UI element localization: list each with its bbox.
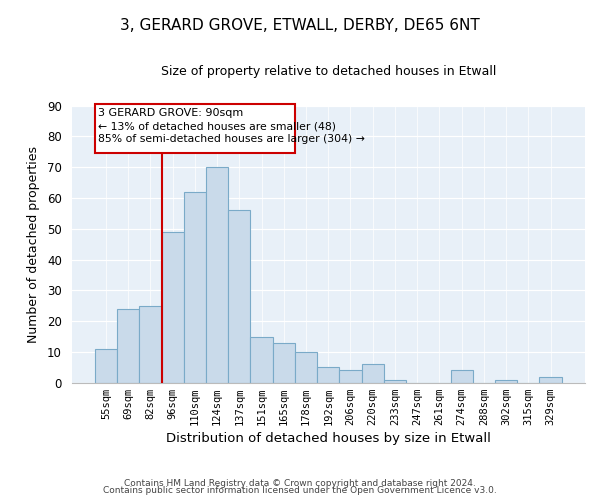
Title: Size of property relative to detached houses in Etwall: Size of property relative to detached ho… <box>161 65 496 78</box>
Text: ← 13% of detached houses are smaller (48): ← 13% of detached houses are smaller (48… <box>98 122 336 132</box>
X-axis label: Distribution of detached houses by size in Etwall: Distribution of detached houses by size … <box>166 432 491 445</box>
Bar <box>117 309 139 382</box>
Bar <box>317 368 340 382</box>
Bar <box>95 349 117 382</box>
Y-axis label: Number of detached properties: Number of detached properties <box>27 146 40 342</box>
Bar <box>539 376 562 382</box>
Bar <box>384 380 406 382</box>
Bar <box>273 342 295 382</box>
Bar <box>228 210 250 382</box>
Bar <box>362 364 384 382</box>
Text: Contains HM Land Registry data © Crown copyright and database right 2024.: Contains HM Land Registry data © Crown c… <box>124 478 476 488</box>
Bar <box>139 306 161 382</box>
Bar <box>495 380 517 382</box>
Bar <box>184 192 206 382</box>
Bar <box>95 104 295 154</box>
Bar <box>451 370 473 382</box>
Text: 85% of semi-detached houses are larger (304) →: 85% of semi-detached houses are larger (… <box>98 134 365 144</box>
Bar <box>161 232 184 382</box>
Bar <box>250 336 273 382</box>
Bar <box>206 167 228 382</box>
Text: 3, GERARD GROVE, ETWALL, DERBY, DE65 6NT: 3, GERARD GROVE, ETWALL, DERBY, DE65 6NT <box>120 18 480 32</box>
Text: Contains public sector information licensed under the Open Government Licence v3: Contains public sector information licen… <box>103 486 497 495</box>
Bar <box>295 352 317 382</box>
Text: 3 GERARD GROVE: 90sqm: 3 GERARD GROVE: 90sqm <box>98 108 244 118</box>
Bar <box>340 370 362 382</box>
